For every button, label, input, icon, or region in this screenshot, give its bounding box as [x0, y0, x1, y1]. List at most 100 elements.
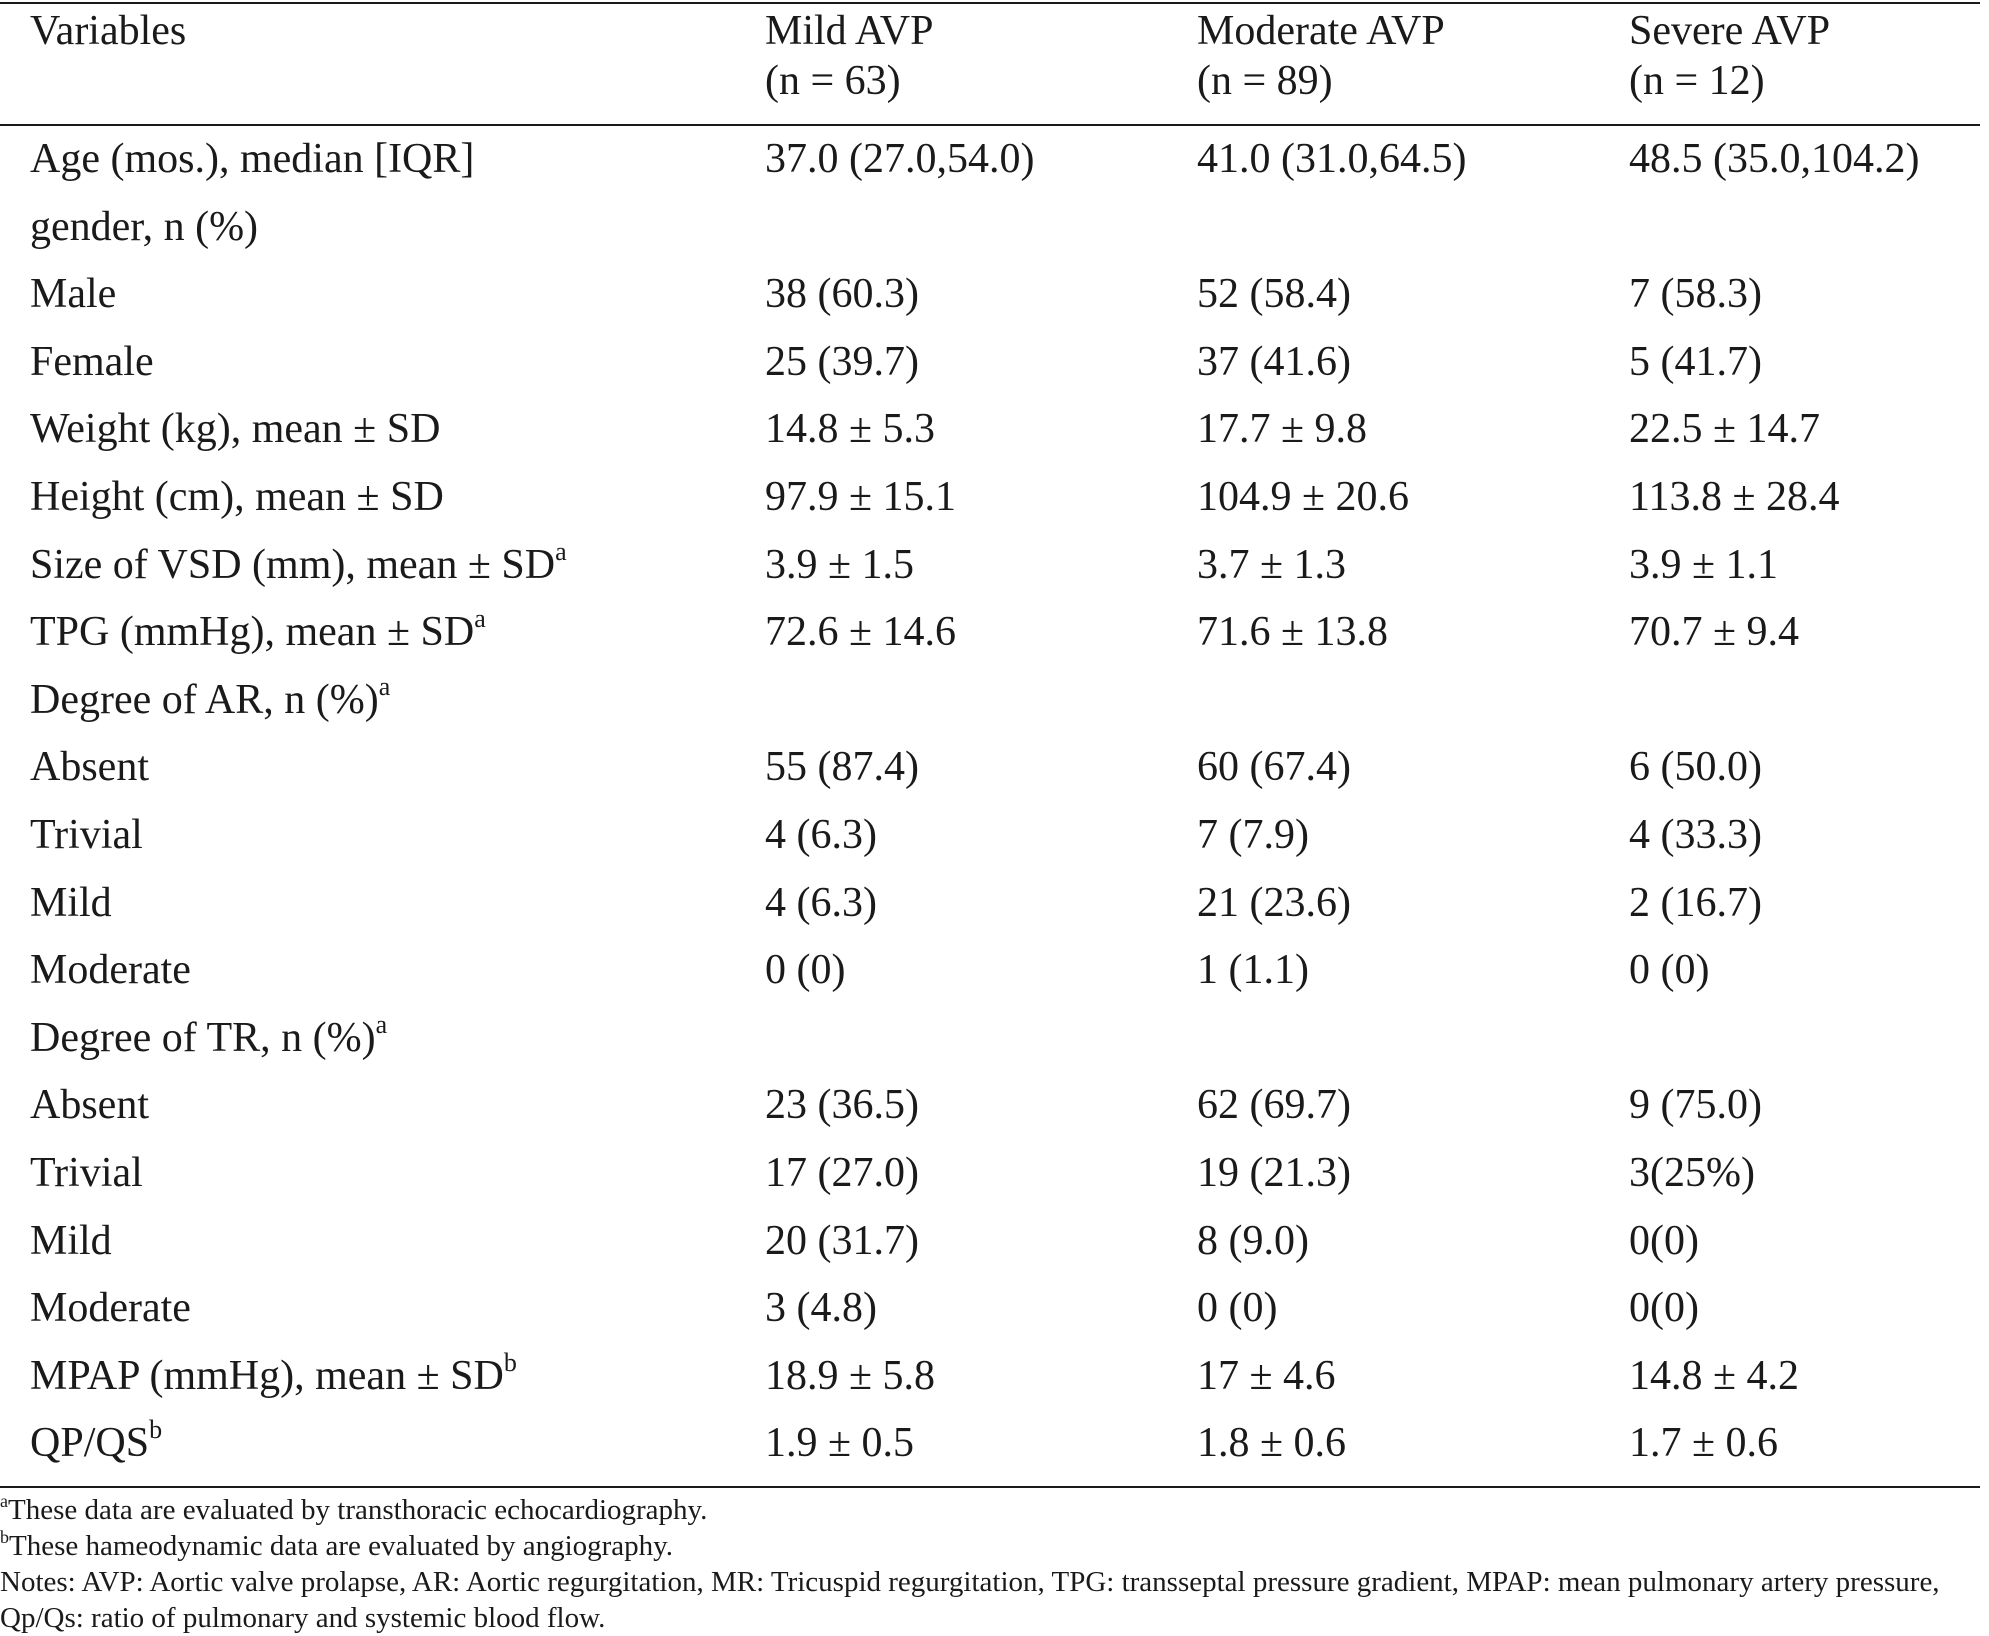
table-row: Mild 20 (31.7) 8 (9.0) 0(0)	[0, 1216, 1980, 1284]
table-row: Moderate 0 (0) 1 (1.1) 0 (0)	[0, 945, 1980, 1013]
row-label: Age (mos.), median [IQR]	[30, 136, 475, 182]
cell-severe-avp: 113.8 ± 28.4	[1629, 473, 1840, 520]
cell-moderate-avp: 3.7 ± 1.3	[1197, 541, 1347, 588]
cell-moderate-avp: 104.9 ± 20.6	[1197, 473, 1410, 520]
row-label: Weight (kg), mean ± SD	[30, 406, 441, 453]
table-row: Mild 4 (6.3) 21 (23.6) 2 (16.7)	[0, 878, 1980, 946]
footnote-marker: b	[503, 1347, 517, 1377]
cell-mild-avp: 18.9 ± 5.8	[765, 1352, 936, 1399]
cell-severe-avp: 22.5 ± 14.7	[1629, 406, 1821, 453]
row-label: Degree of TR, n (%)a	[30, 1009, 388, 1061]
top-rule	[0, 2, 1980, 4]
table-row: MPAP (mmHg), mean ± SDb 18.9 ± 5.8 17 ± 4.…	[0, 1347, 1980, 1419]
cell-mild-avp: 1.9 ± 0.5	[765, 1420, 915, 1467]
cell-mild-avp: 55 (87.4)	[765, 744, 919, 791]
cell-mild-avp: 38 (60.3)	[765, 271, 919, 318]
table-row: Degree of AR, n (%)a	[0, 671, 1980, 743]
table-row: Absent 55 (87.4) 60 (67.4) 6 (50.0)	[0, 742, 1980, 810]
row-label: Trivial	[30, 1149, 143, 1196]
cell-severe-avp: 0(0)	[1629, 1217, 1699, 1264]
row-label: Mild	[30, 879, 112, 926]
table-row: Male 38 (60.3) 52 (58.4) 7 (58.3)	[0, 269, 1980, 337]
table-row: Age (mos.), median [IQR] 37.0 (27.0,54.0)…	[0, 124, 1980, 202]
row-label: Male	[30, 271, 117, 318]
cell-moderate-avp: 37 (41.6)	[1197, 338, 1351, 385]
characteristics-table: Variables Mild AVP (n = 63) Moderate AVP…	[0, 6, 1980, 1486]
cell-severe-avp: 5 (41.7)	[1629, 338, 1762, 385]
table-row: Weight (kg), mean ± SD 14.8 ± 5.3 17.7 ± 9…	[0, 404, 1980, 472]
cell-moderate-avp: 1.8 ± 0.6	[1197, 1420, 1347, 1467]
row-label: QP/QSb	[30, 1415, 163, 1467]
cell-mild-avp: 97.9 ± 15.1	[765, 473, 957, 520]
cell-mild-avp	[765, 675, 1197, 743]
cell-moderate-avp: 7 (7.9)	[1197, 811, 1309, 858]
row-label: Degree of AR, n (%)a	[30, 671, 391, 723]
cell-moderate-avp: 41.0 (31.0,64.5)	[1197, 136, 1467, 182]
cell-severe-avp	[1629, 202, 1980, 270]
cell-severe-avp: 4 (33.3)	[1629, 811, 1762, 858]
cell-mild-avp	[765, 202, 1197, 270]
cell-moderate-avp: 8 (9.0)	[1197, 1217, 1309, 1264]
cell-moderate-avp: 60 (67.4)	[1197, 744, 1351, 791]
cell-severe-avp	[1629, 675, 1980, 743]
cell-moderate-avp: 52 (58.4)	[1197, 271, 1351, 318]
cell-severe-avp: 14.8 ± 4.2	[1629, 1352, 1800, 1399]
row-label: Trivial	[30, 811, 143, 858]
cell-moderate-avp: 1 (1.1)	[1197, 947, 1309, 994]
cell-severe-avp: 0(0)	[1629, 1285, 1699, 1332]
cell-mild-avp: 3 (4.8)	[765, 1285, 877, 1332]
cell-severe-avp: 6 (50.0)	[1629, 744, 1762, 791]
cell-severe-avp: 0 (0)	[1629, 947, 1710, 994]
cell-mild-avp: 4 (6.3)	[765, 879, 877, 926]
cell-moderate-avp: 17.7 ± 9.8	[1197, 406, 1368, 453]
header-rule	[0, 124, 1980, 126]
cell-moderate-avp: 71.6 ± 13.8	[1197, 609, 1389, 656]
row-label: TPG (mmHg), mean ± SDa	[30, 604, 486, 656]
cell-severe-avp: 3(25%)	[1629, 1149, 1755, 1196]
table-body: Age (mos.), median [IQR] 37.0 (27.0,54.0)…	[0, 124, 1980, 1486]
footnote-marker: a	[375, 1009, 388, 1039]
bottom-rule	[0, 1486, 1980, 1488]
table-row: Absent 23 (36.5) 62 (69.7) 9 (75.0)	[0, 1080, 1980, 1148]
table-row: Trivial 17 (27.0) 19 (21.3) 3(25%)	[0, 1148, 1980, 1216]
table-row: Trivial 4 (6.3) 7 (7.9) 4 (33.3)	[0, 810, 1980, 878]
cell-moderate-avp	[1197, 202, 1629, 270]
footnote-marker: b	[149, 1415, 163, 1445]
cell-moderate-avp: 21 (23.6)	[1197, 879, 1351, 926]
cell-mild-avp: 72.6 ± 14.6	[765, 609, 957, 656]
footnote-marker: a	[555, 536, 567, 566]
cell-mild-avp	[765, 1013, 1197, 1081]
cell-mild-avp: 4 (6.3)	[765, 811, 877, 858]
table-row: TPG (mmHg), mean ± SDa 72.6 ± 14.6 71.6 ± …	[0, 604, 1980, 675]
cell-moderate-avp: 19 (21.3)	[1197, 1149, 1351, 1196]
cell-severe-avp	[1629, 1013, 1980, 1081]
cell-severe-avp: 3.9 ± 1.1	[1629, 541, 1779, 588]
cell-mild-avp: 25 (39.7)	[765, 338, 919, 385]
header-mild-avp: Mild AVP (n = 63)	[765, 8, 934, 104]
table-notes: aThese data are evaluated by transthorac…	[0, 1492, 1985, 1636]
cell-mild-avp: 20 (31.7)	[765, 1217, 919, 1264]
table-row: QP/QSb 1.9 ± 0.5 1.8 ± 0.6 1.7 ± 0.6	[0, 1415, 1980, 1486]
cell-moderate-avp	[1197, 675, 1629, 743]
cell-mild-avp: 23 (36.5)	[765, 1082, 919, 1129]
cell-severe-avp: 1.7 ± 0.6	[1629, 1420, 1779, 1467]
table-row: Female 25 (39.7) 37 (41.6) 5 (41.7)	[0, 337, 1980, 405]
table-row: gender, n (%)	[0, 202, 1980, 270]
cell-severe-avp: 70.7 ± 9.4	[1629, 609, 1800, 656]
cell-moderate-avp: 17 ± 4.6	[1197, 1352, 1336, 1399]
row-label: Absent	[30, 744, 149, 791]
row-label: Female	[30, 338, 154, 385]
row-label: MPAP (mmHg), mean ± SDb	[30, 1347, 517, 1399]
footnote-b: bThese hameodynamic data are evaluated b…	[0, 1527, 674, 1562]
row-label: Moderate	[30, 947, 191, 994]
header-severe-avp: Severe AVP (n = 12)	[1629, 8, 1831, 104]
row-label: Moderate	[30, 1285, 191, 1332]
cell-mild-avp: 3.9 ± 1.5	[765, 541, 915, 588]
header-variables: Variables	[30, 8, 187, 54]
cell-severe-avp: 48.5 (35.0,104.2)	[1629, 136, 1920, 182]
row-label: Absent	[30, 1082, 149, 1129]
cell-mild-avp: 14.8 ± 5.3	[765, 406, 936, 453]
cell-severe-avp: 7 (58.3)	[1629, 271, 1762, 318]
cell-mild-avp: 37.0 (27.0,54.0)	[765, 136, 1035, 182]
abbreviation-notes: Notes: AVP: Aortic valve prolapse, AR: A…	[0, 1566, 1940, 1634]
